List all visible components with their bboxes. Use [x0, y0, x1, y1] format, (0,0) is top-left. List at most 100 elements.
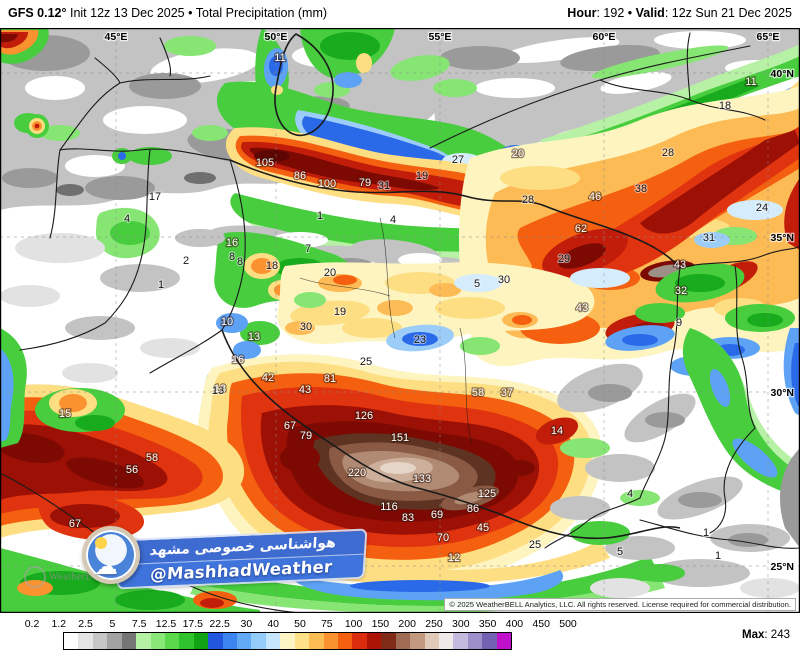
precip-value-label: 42 — [262, 372, 274, 384]
legend-tick: 22.5 — [209, 618, 230, 630]
legend-cell — [280, 633, 295, 649]
legend-cell — [395, 633, 411, 649]
legend-tick-labels: 0.2 1.2 2.5 5 7.5 12.5 17.5 22.5 30 40 50 75 100 150 2… — [0, 618, 800, 630]
valid-label: Valid — [635, 6, 665, 20]
legend-cell — [222, 633, 238, 649]
legend-tick: 1.2 — [51, 618, 67, 630]
precip-value-label: 29 — [558, 253, 570, 265]
sun-icon — [95, 537, 107, 549]
copyright-notice: © 2025 WeatherBELL Analytics, LLC. All r… — [444, 598, 796, 611]
legend-cell — [78, 633, 93, 649]
init-time: Init 12z 13 Dec 2025 — [66, 6, 189, 20]
mashhadweather-logo: ☁ — [82, 526, 140, 584]
legend-cell — [294, 633, 310, 649]
precip-value-label: 16 — [226, 237, 238, 249]
precip-value-label: 81 — [324, 373, 336, 385]
precip-value-label: 1 — [317, 210, 323, 222]
legend-cell — [323, 633, 339, 649]
legend-tick: 5 — [109, 618, 116, 630]
legend-tick: 200 — [398, 618, 416, 630]
precip-value-label: 220 — [348, 467, 366, 479]
axis-label: 55°E — [429, 31, 452, 43]
title-bar: GFS 0.12° Init 12z 13 Dec 2025 • Total P… — [0, 0, 800, 28]
hour-label: Hour — [567, 6, 597, 20]
precip-value-label: 151 — [391, 432, 409, 444]
legend-tick: 30 — [240, 618, 253, 630]
axis-label: 65°E — [757, 31, 780, 43]
legend-cell — [467, 633, 483, 649]
precip-value-label: 30 — [300, 321, 312, 333]
legend-tick: 75 — [320, 618, 333, 630]
legend-cell — [208, 633, 223, 649]
precip-value-label: 116 — [380, 501, 398, 513]
precip-value-label: 126 — [355, 410, 373, 422]
precip-value-label: 43 — [299, 384, 311, 396]
legend-tick: 2.5 — [78, 618, 93, 630]
legend-cell — [352, 633, 367, 649]
precip-value-label: 16 — [232, 354, 244, 366]
max-value-readout: Max: 243 — [742, 629, 790, 641]
legend-cell — [193, 633, 209, 649]
precip-value-label: 19 — [416, 170, 428, 182]
precip-value-label: 105 — [256, 157, 274, 169]
precip-value-label: 1 — [158, 279, 164, 291]
precip-value-label: 31 — [703, 232, 715, 244]
precip-value-label: 56 — [126, 464, 138, 476]
precip-value-label: 13 — [248, 331, 260, 343]
max-value: : 243 — [764, 629, 790, 641]
precip-value-label: 13 — [212, 385, 224, 397]
valid-time-title: Hour: 192 • Valid: 12z Sun 21 Dec 2025 — [567, 6, 792, 20]
precip-value-label: 7 — [305, 243, 311, 255]
legend-cell — [410, 633, 425, 649]
precip-value-label: 86 — [467, 503, 479, 515]
legend-tick: 400 — [505, 618, 524, 630]
legend-cell — [251, 633, 266, 649]
valid-value: : 12z Sun 21 Dec 2025 — [664, 6, 792, 20]
legend-cell — [381, 633, 396, 649]
precip-value-label: 11 — [274, 52, 285, 64]
precip-value-label: 4 — [124, 213, 130, 225]
precip-value-label: 100 — [318, 178, 336, 190]
precip-value-label: 1 — [703, 527, 709, 539]
precip-value-label: 37 — [501, 387, 513, 399]
precip-value-label: 46 — [589, 191, 601, 203]
precip-value-label: 18 — [719, 100, 731, 112]
bullet: • — [188, 6, 193, 20]
precip-value-label: 67 — [284, 420, 296, 432]
legend-cell — [424, 633, 439, 649]
max-label: Max — [742, 629, 765, 641]
legend-tick: 150 — [371, 618, 390, 630]
weatherbell-logo-icon — [24, 566, 46, 588]
axis-label: 40°N — [771, 68, 794, 80]
precip-value-label: 62 — [575, 223, 587, 235]
precip-value-label: 9 — [676, 317, 682, 329]
legend-cell — [150, 633, 165, 649]
legend-tick: 500 — [559, 618, 577, 630]
se-gray-region — [550, 363, 800, 598]
legend-cell — [121, 633, 137, 649]
precip-value-label: 18 — [266, 260, 278, 272]
graticule — [0, 28, 800, 613]
latitude-labels: 40°N 35°N 30°N 25°N — [769, 67, 795, 574]
legend-tick: 350 — [478, 618, 497, 630]
legend-tick: 17.5 — [182, 618, 204, 630]
cloud-icon: ☁ — [94, 552, 118, 580]
precip-value-label: 11 — [745, 76, 756, 88]
legend-tick: 0.2 — [24, 618, 40, 630]
legend-cell — [64, 633, 79, 649]
axis-label: 50°E — [265, 31, 288, 43]
weatherbell-watermark: WeatherBELL — [24, 566, 113, 588]
hour-value: : 192 — [596, 6, 628, 20]
legend-cell — [107, 633, 122, 649]
legend-cell — [453, 633, 468, 649]
legend-tick: 12.5 — [155, 618, 177, 630]
precip-value-label: 125 — [478, 488, 496, 500]
legend-cell — [179, 633, 194, 649]
precip-value-label: 5 — [474, 278, 480, 290]
legend-tick: 450 — [532, 618, 550, 630]
precip-value-label: 20 — [512, 148, 524, 160]
product-name: Total Precipitation (mm) — [192, 6, 328, 20]
precip-value-label: 2 — [183, 255, 189, 267]
precip-value-label: 17 — [149, 191, 161, 203]
legend-cell — [265, 633, 281, 649]
